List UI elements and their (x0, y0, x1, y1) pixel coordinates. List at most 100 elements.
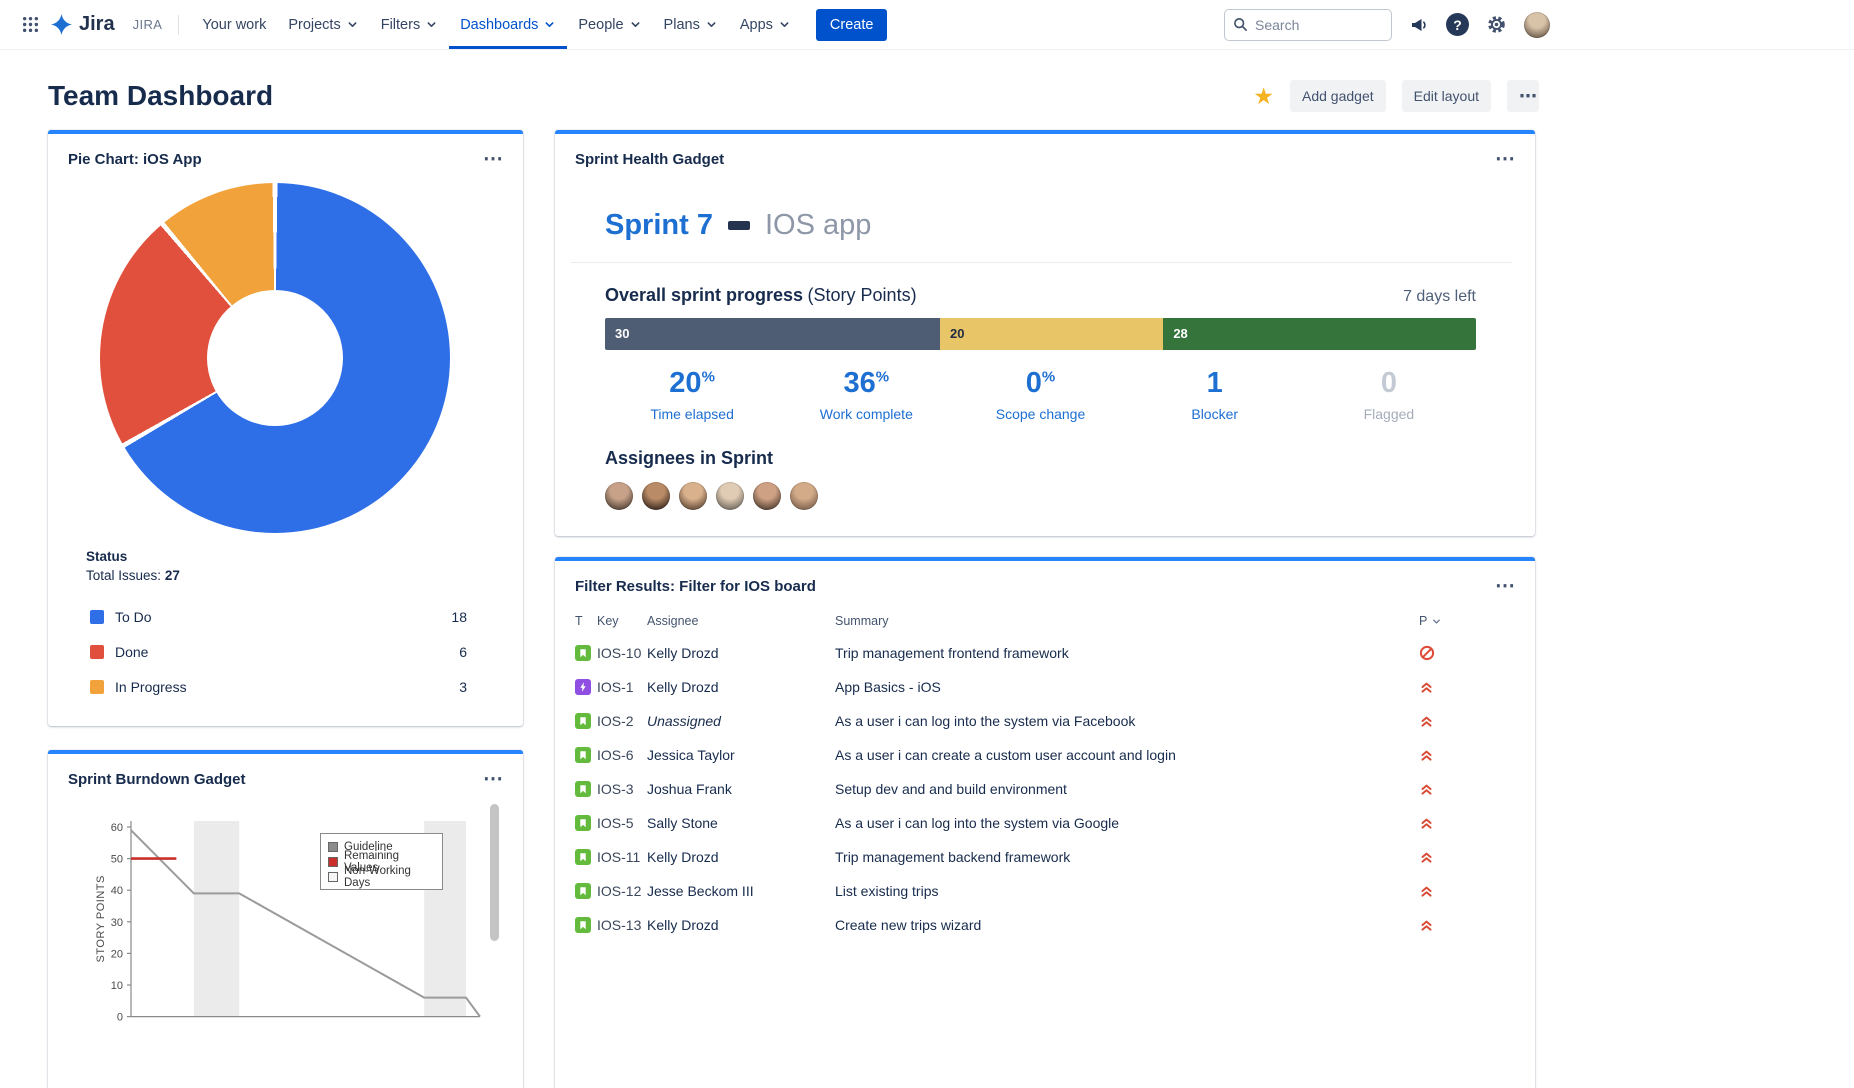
issue-key[interactable]: IOS-10 (597, 645, 647, 661)
stat-time-elapsed[interactable]: 20%Time elapsed (605, 367, 779, 422)
issue-key[interactable]: IOS-13 (597, 917, 647, 933)
issue-key[interactable]: IOS-1 (597, 679, 647, 695)
issue-key[interactable]: IOS-11 (597, 849, 647, 865)
search-input[interactable] (1255, 17, 1370, 33)
table-row[interactable]: IOS-1Kelly DrozdApp Basics - iOS (555, 670, 1535, 704)
gadget-title: Pie Chart: iOS App (68, 151, 202, 168)
jira-logo[interactable]: Jira (50, 13, 115, 36)
table-row[interactable]: IOS-6Jessica TaylorAs a user i can creat… (555, 738, 1535, 772)
gadget-scrollbar[interactable] (490, 804, 499, 941)
nav-item-plans[interactable]: Plans (653, 0, 729, 49)
divider (178, 15, 179, 35)
issue-key[interactable]: IOS-5 (597, 815, 647, 831)
table-row[interactable]: IOS-11Kelly DrozdTrip management backend… (555, 840, 1535, 874)
pie-total: Total Issues: 27 (86, 568, 523, 583)
issue-summary[interactable]: Setup dev and and build environment (835, 781, 1419, 797)
nav-item-people[interactable]: People (567, 0, 652, 49)
gadget-more-icon[interactable]: ⋯ (483, 149, 503, 169)
pie-chart[interactable] (100, 183, 450, 533)
favorite-star-icon[interactable]: ★ (1253, 85, 1274, 108)
table-row[interactable]: IOS-2UnassignedAs a user i can log into … (555, 704, 1535, 738)
issue-summary[interactable]: As a user i can log into the system via … (835, 713, 1419, 729)
sprint-title-row: Sprint 7 IOS app (605, 209, 1476, 242)
days-left: 7 days left (1403, 288, 1476, 306)
edit-layout-button[interactable]: Edit layout (1402, 80, 1491, 112)
column-header-key[interactable]: Key (597, 614, 647, 628)
search-icon (1233, 17, 1248, 32)
gadget-more-icon[interactable]: ⋯ (1495, 576, 1515, 596)
issue-summary[interactable]: List existing trips (835, 883, 1419, 899)
nav-item-dashboards[interactable]: Dashboards (449, 0, 567, 49)
assignee-avatar[interactable] (790, 482, 818, 510)
dashboard-more-icon[interactable]: ⋯ (1507, 80, 1539, 112)
assignee-avatar[interactable] (642, 482, 670, 510)
issue-summary[interactable]: Create new trips wizard (835, 917, 1419, 933)
user-avatar[interactable] (1524, 12, 1550, 38)
legend-swatch-icon (90, 645, 104, 659)
issue-summary[interactable]: Trip management backend framework (835, 849, 1419, 865)
column-header-assignee[interactable]: Assignee (647, 614, 835, 628)
stat-flagged[interactable]: 0Flagged (1302, 367, 1476, 422)
assignee-avatar[interactable] (679, 482, 707, 510)
svg-text:0: 0 (117, 1012, 123, 1024)
help-icon[interactable]: ? (1446, 13, 1469, 36)
issue-summary[interactable]: App Basics - iOS (835, 679, 1419, 695)
settings-gear-icon[interactable] (1486, 14, 1507, 35)
gadget-more-icon[interactable]: ⋯ (1495, 149, 1515, 169)
dashboard-page: Team Dashboard ★ Add gadget Edit layout … (48, 80, 1539, 1088)
issue-key[interactable]: IOS-2 (597, 713, 647, 729)
table-row[interactable]: IOS-13Kelly DrozdCreate new trips wizard (555, 908, 1535, 942)
gadget-title: Filter Results: Filter for IOS board (575, 578, 816, 595)
issue-key[interactable]: IOS-3 (597, 781, 647, 797)
legend-item: Non-Working Days (328, 869, 435, 884)
legend-item[interactable]: Done6 (90, 634, 481, 669)
create-button[interactable]: Create (816, 9, 888, 41)
gadget-title: Sprint Health Gadget (575, 151, 724, 168)
column-header-priority[interactable]: P (1419, 614, 1515, 628)
legend-swatch-icon (90, 680, 104, 694)
gadget-more-icon[interactable]: ⋯ (483, 769, 503, 789)
nav-item-projects[interactable]: Projects (277, 0, 369, 49)
stat-work-complete[interactable]: 36%Work complete (779, 367, 953, 422)
nav-item-your-work[interactable]: Your work (191, 0, 277, 49)
table-header: T Key Assignee Summary P (555, 606, 1535, 636)
table-row[interactable]: IOS-3Joshua FrankSetup dev and and build… (555, 772, 1535, 806)
table-row[interactable]: IOS-12Jesse Beckom IIIList existing trip… (555, 874, 1535, 908)
story-type-icon (575, 917, 597, 933)
assignees-title: Assignees in Sprint (605, 448, 1476, 469)
issue-summary[interactable]: As a user i can log into the system via … (835, 815, 1419, 831)
assignee-avatar[interactable] (605, 482, 633, 510)
issue-key[interactable]: IOS-6 (597, 747, 647, 763)
announcements-icon[interactable] (1409, 15, 1429, 35)
page-title: Team Dashboard (48, 80, 273, 112)
assignee-avatar[interactable] (753, 482, 781, 510)
legend-item[interactable]: To Do18 (90, 599, 481, 634)
app-switcher-icon[interactable] (14, 9, 46, 41)
add-gadget-button[interactable]: Add gadget (1290, 80, 1386, 112)
issue-key[interactable]: IOS-12 (597, 883, 647, 899)
nav-item-filters[interactable]: Filters (370, 0, 449, 49)
column-header-summary[interactable]: Summary (835, 614, 1419, 628)
nav-item-apps[interactable]: Apps (729, 0, 802, 49)
assignee-avatar[interactable] (716, 482, 744, 510)
table-row[interactable]: IOS-5Sally StoneAs a user i can log into… (555, 806, 1535, 840)
stat-scope-change[interactable]: 0%Scope change (953, 367, 1127, 422)
priority-highest-icon (1419, 918, 1515, 933)
svg-text:STORY POINTS: STORY POINTS (95, 875, 107, 962)
sprint-name[interactable]: Sprint 7 (605, 209, 713, 242)
priority-highest-icon (1419, 680, 1515, 695)
burndown-chart-area: 6050403020100STORY POINTS GuidelineRemai… (48, 795, 523, 1088)
stat-blocker[interactable]: 1Blocker (1128, 367, 1302, 422)
pie-meta: Status Total Issues: 27 (86, 549, 523, 583)
svg-text:50: 50 (111, 854, 123, 866)
nav-right: ? (1224, 9, 1550, 41)
left-column: Pie Chart: iOS App ⋯ Status Total Issues… (48, 130, 523, 1088)
column-header-type[interactable]: T (575, 614, 597, 628)
issue-summary[interactable]: Trip management frontend framework (835, 645, 1419, 661)
issue-summary[interactable]: As a user i can create a custom user acc… (835, 747, 1419, 763)
story-type-icon (575, 781, 597, 797)
board-name: IOS app (765, 209, 871, 242)
legend-item[interactable]: In Progress3 (90, 669, 481, 704)
table-row[interactable]: IOS-10Kelly DrozdTrip management fronten… (555, 636, 1535, 670)
assignees-avatars (605, 482, 1476, 510)
